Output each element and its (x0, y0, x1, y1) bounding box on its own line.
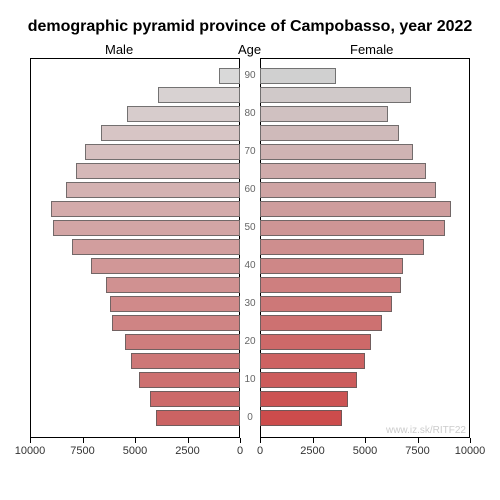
male-bar (66, 182, 240, 198)
female-bar (260, 372, 357, 388)
x-tick-label: 10000 (455, 445, 486, 457)
male-bar (156, 410, 240, 426)
x-tick-label: 7500 (70, 445, 94, 457)
age-tick-label: 50 (240, 223, 260, 233)
male-bar (51, 201, 240, 217)
male-bar (72, 239, 240, 255)
female-bar (260, 296, 392, 312)
male-bar (131, 353, 240, 369)
female-bar (260, 410, 342, 426)
male-bar (53, 220, 240, 236)
male-bar (112, 315, 240, 331)
male-bar (125, 334, 241, 350)
female-bar (260, 220, 445, 236)
male-bar (158, 87, 240, 103)
female-bar (260, 258, 403, 274)
female-label: Female (350, 42, 393, 57)
age-tick-label: 40 (240, 261, 260, 271)
age-tick-label: 90 (240, 71, 260, 81)
x-tick-label: 2500 (175, 445, 199, 457)
female-bar (260, 277, 401, 293)
female-bar (260, 239, 424, 255)
male-bar (219, 68, 240, 84)
male-bar (101, 125, 240, 141)
male-bar (85, 144, 240, 160)
male-bar (106, 277, 240, 293)
female-bar (260, 353, 365, 369)
x-tick-label: 5000 (353, 445, 377, 457)
age-tick-label: 0 (240, 413, 260, 423)
male-bar (150, 391, 240, 407)
female-bar (260, 125, 399, 141)
age-tick-label: 10 (240, 375, 260, 385)
female-bar (260, 144, 413, 160)
age-tick-label: 30 (240, 299, 260, 309)
male-bar (127, 106, 240, 122)
female-bar (260, 106, 388, 122)
female-bar (260, 163, 426, 179)
x-tick-label: 2500 (300, 445, 324, 457)
age-tick-label: 60 (240, 185, 260, 195)
female-bar (260, 68, 336, 84)
female-bar (260, 315, 382, 331)
chart-area: 9080706050403020100 10000750050002500002… (30, 58, 470, 438)
x-tick-label: 7500 (405, 445, 429, 457)
male-bar (91, 258, 240, 274)
age-tick-label: 70 (240, 147, 260, 157)
female-bar (260, 391, 348, 407)
age-tick-label: 80 (240, 109, 260, 119)
age-label: Age (238, 42, 261, 57)
age-tick-label: 20 (240, 337, 260, 347)
chart-title: demographic pyramid province of Campobas… (0, 18, 500, 36)
watermark: www.iz.sk/RITF22 (386, 425, 466, 436)
male-bar (139, 372, 240, 388)
chart-container: demographic pyramid province of Campobas… (0, 0, 500, 500)
female-bar (260, 182, 436, 198)
female-bar (260, 87, 411, 103)
x-tick-label: 0 (237, 445, 243, 457)
male-label: Male (105, 42, 133, 57)
male-bar (110, 296, 240, 312)
male-bar (76, 163, 240, 179)
x-tick-label: 10000 (15, 445, 46, 457)
x-tick-label: 0 (257, 445, 263, 457)
female-bar (260, 334, 371, 350)
female-bar (260, 201, 451, 217)
x-tick-label: 5000 (123, 445, 147, 457)
